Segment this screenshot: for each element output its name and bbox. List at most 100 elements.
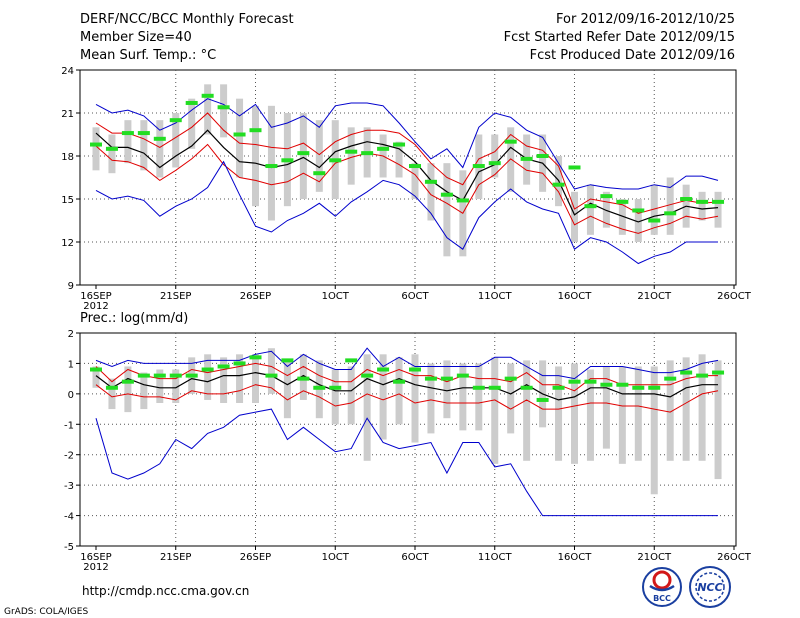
prec-spread-bar bbox=[682, 357, 690, 461]
temp-obs-mark bbox=[568, 165, 581, 170]
chart-title: DERF/NCC/BCC Monthly Forecast bbox=[80, 12, 294, 27]
prec-obs-mark bbox=[169, 373, 182, 378]
prec-obs-mark bbox=[345, 358, 358, 363]
prec-obs-mark bbox=[233, 361, 246, 366]
temp-spread-bar bbox=[347, 127, 355, 185]
temp-spread-bar bbox=[411, 163, 419, 199]
prec-obs-mark bbox=[680, 370, 693, 375]
prec-obs-mark bbox=[393, 379, 406, 384]
prec-obs-mark bbox=[201, 367, 214, 372]
temp-obs-mark bbox=[137, 131, 150, 136]
prec-obs-mark bbox=[137, 373, 150, 378]
temp-obs-mark bbox=[265, 164, 278, 169]
prec-ytick-label: 0 bbox=[68, 390, 74, 401]
temp-obs-mark bbox=[600, 194, 613, 199]
temp-obs-mark bbox=[680, 197, 693, 201]
prec-obs-mark bbox=[105, 385, 118, 390]
source-url: http://cmdp.ncc.cma.gov.cn bbox=[82, 584, 249, 598]
temp-xtick-year: 2012 bbox=[83, 301, 108, 312]
prec-spread-bar bbox=[172, 369, 180, 403]
prec-obs-mark bbox=[488, 385, 501, 390]
prec-xtick-year: 2012 bbox=[83, 562, 108, 573]
prec-spread-bar bbox=[586, 369, 594, 461]
temp-obs-mark bbox=[249, 128, 262, 133]
prec-obs-mark bbox=[584, 379, 597, 384]
temp-xtick-label: 6OCT bbox=[401, 291, 429, 302]
prec-spread-bar bbox=[411, 354, 419, 443]
temp-spread-bar bbox=[140, 120, 148, 171]
prec-plot-frame bbox=[79, 332, 737, 547]
prec-xtick-label: 21OCT bbox=[637, 552, 672, 563]
temp-spread-bar bbox=[714, 191, 722, 228]
temp-obs-mark bbox=[409, 164, 421, 169]
prec-obs-mark bbox=[153, 373, 166, 378]
temp-obs-mark bbox=[632, 208, 645, 213]
prec-series-min bbox=[95, 408, 718, 517]
temp-spread-bar bbox=[427, 163, 435, 221]
prec-spread-bar bbox=[347, 366, 355, 425]
prec-series-upper bbox=[95, 362, 718, 392]
prec-obs-mark bbox=[297, 376, 310, 381]
prec-xtick-label: 26OCT bbox=[717, 552, 752, 563]
prec-ytick-label: -1 bbox=[64, 420, 74, 431]
prec-xtick-label: 16OCT bbox=[558, 552, 593, 563]
temp-obs-mark bbox=[361, 151, 374, 156]
prec-obs-mark bbox=[600, 382, 613, 387]
temp-obs-mark bbox=[616, 199, 629, 204]
bcc-logo-text: BCC bbox=[653, 594, 671, 603]
temp-obs-mark bbox=[520, 156, 533, 161]
temp-obs-mark bbox=[696, 199, 709, 204]
temp-obs-mark bbox=[440, 192, 453, 197]
prec-obs-mark bbox=[361, 373, 374, 378]
prec-ytick-label: -5 bbox=[64, 542, 74, 553]
prec-spread-bar bbox=[363, 354, 371, 461]
temp-ytick-label: 12 bbox=[61, 238, 74, 249]
prec-obs-mark bbox=[281, 358, 294, 363]
prec-spread-bar bbox=[267, 348, 275, 394]
precipitation-panel: -5 -4 -3 -2 -1 0 1 2 16SEP 21SEP 26SEP 1OCT 6OCT 11OC… bbox=[64, 329, 752, 573]
prec-ytick-label: 2 bbox=[68, 329, 74, 340]
prec-obs-mark bbox=[456, 373, 469, 378]
temp-series-lower bbox=[95, 143, 719, 234]
prec-obs-mark bbox=[249, 355, 262, 360]
temp-spread-bar bbox=[586, 184, 594, 235]
prec-xtick-label: 1OCT bbox=[322, 552, 350, 563]
ncc-logo-text: NCC bbox=[697, 581, 722, 594]
prec-obs-mark bbox=[440, 376, 453, 381]
temp-obs-mark bbox=[169, 118, 182, 123]
temp-xtick-label: 1OCT bbox=[322, 291, 350, 302]
temp-obs-mark bbox=[584, 204, 597, 209]
prec-xtick-label: 16SEP bbox=[80, 552, 111, 563]
temp-spread-bar bbox=[188, 98, 196, 149]
prec-obs-mark bbox=[632, 385, 645, 390]
prec-spread-bar bbox=[491, 357, 499, 464]
temp-obs-mark bbox=[377, 146, 390, 151]
prec-obs-mark bbox=[552, 385, 565, 390]
prec-spread-bar bbox=[555, 366, 563, 461]
temp-xtick-label: 21SEP bbox=[160, 291, 191, 302]
temp-obs-mark bbox=[185, 100, 198, 105]
prec-obs-mark bbox=[472, 385, 485, 390]
bcc-logo: BCC bbox=[642, 567, 682, 607]
temp-spread-bar bbox=[156, 120, 164, 178]
prec-ytick-label: -4 bbox=[64, 512, 74, 523]
prec-spread-bar bbox=[507, 363, 515, 434]
prec-spread-bar bbox=[618, 366, 626, 464]
prec-spread-bar bbox=[475, 363, 483, 431]
temp-obs-mark bbox=[536, 154, 549, 158]
prec-spread-bar bbox=[124, 366, 132, 413]
temp-spread-bar bbox=[571, 191, 578, 242]
prec-obs-mark bbox=[664, 376, 677, 381]
temp-spread-bar bbox=[204, 84, 212, 135]
temp-xtick-label: 26OCT bbox=[717, 291, 752, 302]
temp-obs-mark bbox=[153, 136, 166, 141]
temp-ytick-label: 15 bbox=[61, 195, 74, 206]
temp-obs-mark bbox=[424, 179, 437, 184]
temp-spread-bar bbox=[443, 163, 451, 257]
prec-spread-bar bbox=[252, 354, 259, 403]
prec-obs-mark bbox=[409, 367, 421, 372]
temp-spread-bar bbox=[698, 191, 706, 221]
temp-obs-mark bbox=[329, 158, 342, 163]
prec-obs-mark bbox=[217, 364, 230, 369]
